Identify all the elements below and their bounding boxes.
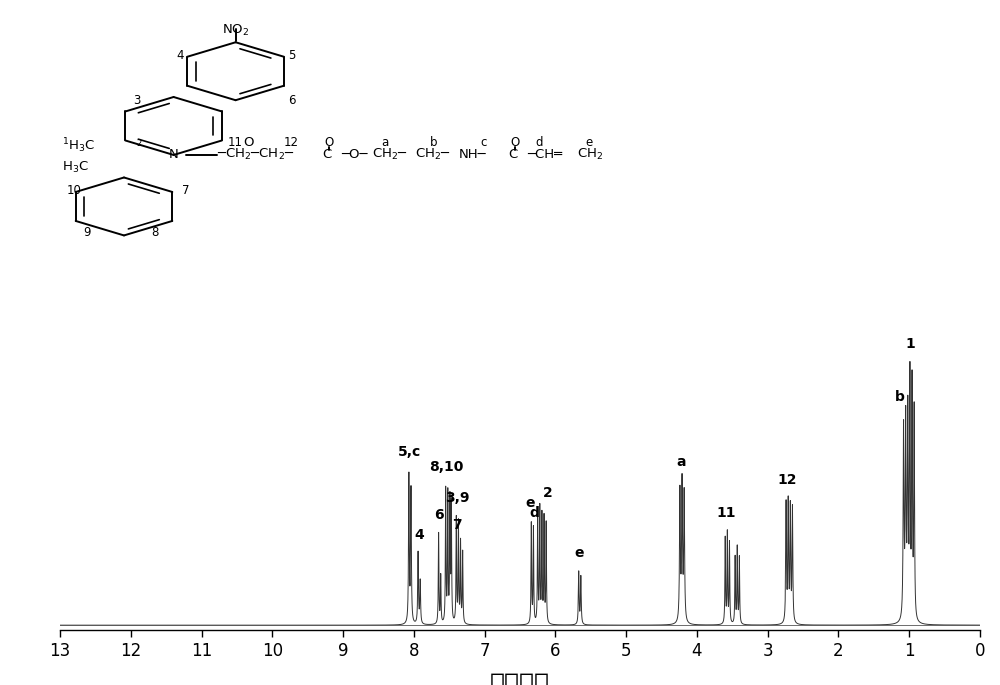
Text: 4: 4 <box>176 49 184 62</box>
Text: NO$_2$: NO$_2$ <box>222 23 249 38</box>
Text: 8: 8 <box>151 226 159 238</box>
X-axis label: 化学位移: 化学位移 <box>490 671 550 685</box>
Text: a: a <box>381 136 388 149</box>
Text: ─CH═: ─CH═ <box>527 149 562 162</box>
Text: O: O <box>243 136 253 149</box>
Text: a: a <box>677 456 686 469</box>
Text: CH$_2$─: CH$_2$─ <box>372 147 408 162</box>
Text: 4: 4 <box>414 528 424 543</box>
Text: O: O <box>510 136 519 149</box>
Text: N: N <box>169 149 178 162</box>
Text: 6: 6 <box>288 94 295 107</box>
Text: 5: 5 <box>288 49 295 62</box>
Text: e: e <box>526 496 535 510</box>
Text: 11: 11 <box>228 136 243 149</box>
Text: $^1$H$_3$C: $^1$H$_3$C <box>62 136 95 155</box>
Text: d: d <box>536 136 543 149</box>
Text: b: b <box>895 390 905 404</box>
Text: c: c <box>480 136 487 149</box>
Text: H$_3$C: H$_3$C <box>62 160 89 175</box>
Text: 3: 3 <box>133 94 140 107</box>
Text: NH─: NH─ <box>459 149 486 162</box>
Text: ─O─: ─O─ <box>341 149 368 162</box>
Text: 8,10: 8,10 <box>429 460 464 475</box>
Text: 6: 6 <box>435 508 444 522</box>
Text: 5,c: 5,c <box>398 445 421 460</box>
Text: e: e <box>585 136 593 149</box>
Text: 2: 2 <box>543 486 552 499</box>
Text: e: e <box>575 546 584 560</box>
Text: 12: 12 <box>284 136 299 149</box>
Text: 9: 9 <box>83 226 91 238</box>
Text: d: d <box>529 506 539 520</box>
Text: CH$_2$: CH$_2$ <box>577 147 603 162</box>
Text: 12: 12 <box>778 473 797 487</box>
Text: 10: 10 <box>67 184 82 197</box>
Text: ─CH$_2$─CH$_2$─: ─CH$_2$─CH$_2$─ <box>217 147 294 162</box>
Text: b: b <box>430 136 438 149</box>
Text: 7: 7 <box>452 519 462 532</box>
Text: $^2$: $^2$ <box>136 139 143 152</box>
Text: 7: 7 <box>182 184 190 197</box>
Text: O: O <box>324 136 333 149</box>
Text: C: C <box>322 149 332 162</box>
Text: 11: 11 <box>717 506 736 520</box>
Text: C: C <box>508 149 518 162</box>
Text: CH$_2$─: CH$_2$─ <box>415 147 451 162</box>
Text: 3,9: 3,9 <box>445 490 469 505</box>
Text: 1: 1 <box>906 338 916 351</box>
